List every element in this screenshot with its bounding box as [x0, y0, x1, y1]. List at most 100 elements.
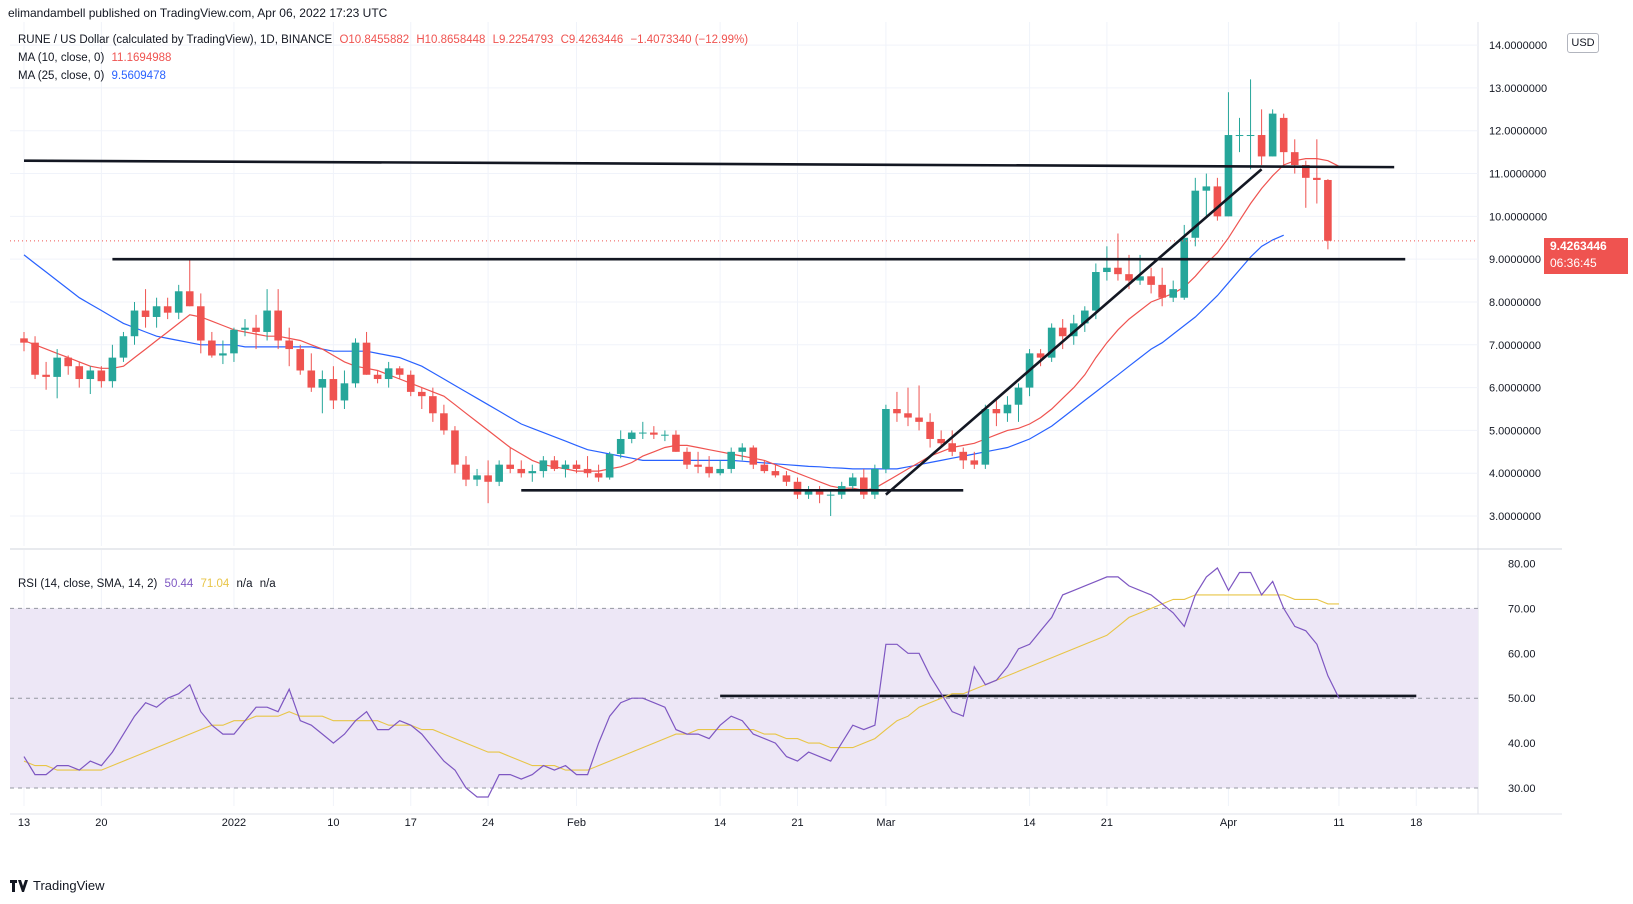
candle-body: [860, 477, 868, 495]
candle-body: [174, 291, 183, 313]
candle-body: [1014, 387, 1023, 405]
candle-body: [1224, 135, 1233, 217]
candle-body: [1246, 135, 1255, 137]
candle: [1081, 306, 1089, 332]
candle: [727, 447, 735, 474]
candle-body: [1191, 190, 1200, 238]
symbol-legend: RUNE / US Dollar (calculated by TradingV…: [18, 34, 752, 46]
candle: [141, 289, 150, 328]
rsi-na-2: n/a: [259, 578, 276, 590]
candle-body: [484, 475, 492, 482]
candle: [174, 284, 183, 320]
candle-body: [219, 353, 227, 356]
candle-body: [771, 471, 780, 476]
candle-body: [1180, 237, 1189, 298]
candle: [451, 426, 459, 474]
candle-body: [970, 460, 979, 465]
candle: [937, 430, 945, 448]
rsi-value: 50.44: [164, 578, 194, 590]
candle: [1092, 263, 1100, 320]
candle-body: [406, 374, 415, 392]
rsi-tick-label: 40.00: [1508, 738, 1536, 750]
candle: [130, 301, 139, 345]
price-tick-label: 3.0000000: [1489, 511, 1541, 523]
price-tick-label: 6.0000000: [1489, 383, 1541, 395]
candle-body: [561, 464, 570, 469]
tradingview-footer[interactable]: TradingView: [10, 878, 105, 893]
tradingview-logo-icon: [10, 879, 28, 892]
candle: [263, 289, 271, 341]
price-tick-label: 10.0000000: [1489, 211, 1547, 223]
time-tick-label: 18: [1410, 817, 1422, 829]
candle: [163, 297, 172, 320]
candles: [20, 79, 1332, 517]
candle-body: [197, 306, 205, 341]
candle: [64, 355, 72, 375]
candle-body: [1158, 284, 1166, 298]
candle: [572, 460, 581, 474]
candle: [1257, 109, 1266, 165]
candle: [639, 421, 647, 439]
ascending-trendline: [885, 168, 1263, 496]
candle-body: [462, 464, 470, 480]
candle: [848, 473, 857, 491]
candle-body: [473, 475, 481, 480]
candle-body: [616, 438, 625, 454]
candle: [904, 387, 912, 427]
candle: [119, 331, 128, 362]
candle-body: [506, 464, 514, 469]
candle-body: [1213, 186, 1222, 217]
candle-body: [1324, 179, 1332, 241]
candle: [506, 447, 514, 474]
candle-body: [760, 464, 769, 472]
candle-body: [1036, 353, 1045, 358]
candle-body: [1257, 135, 1266, 157]
candle-body: [130, 310, 139, 337]
candle-body: [1058, 327, 1067, 337]
symbol-name: RUNE / US Dollar (calculated by TradingV…: [18, 34, 333, 46]
last-price-tag: 9.4263446 06:36:45: [1544, 238, 1628, 274]
candle-body: [141, 310, 150, 317]
candle: [318, 370, 327, 414]
close-value: C9.4263446: [560, 34, 624, 46]
candle-body: [307, 370, 316, 388]
candle: [108, 344, 117, 388]
candle-body: [296, 349, 305, 371]
candle: [771, 464, 780, 478]
candle-body: [650, 432, 658, 435]
candle-body: [1047, 327, 1056, 358]
low-value: L9.2254793: [492, 34, 554, 46]
candle: [208, 331, 216, 358]
candle-body: [528, 471, 537, 474]
candle: [1246, 79, 1255, 170]
candle: [1158, 267, 1166, 307]
candle: [440, 404, 448, 435]
currency-button[interactable]: USD: [1567, 33, 1599, 53]
candle: [1213, 177, 1222, 221]
candle: [550, 456, 559, 472]
candle-body: [926, 421, 934, 439]
candle: [495, 460, 503, 487]
candle: [705, 456, 713, 478]
candle: [75, 361, 84, 388]
candle: [1235, 117, 1244, 153]
candle-body: [119, 336, 128, 358]
candle: [1103, 246, 1111, 281]
candle: [1003, 396, 1012, 422]
candle-body: [163, 306, 172, 313]
candle-body: [20, 338, 28, 343]
candle-body: [263, 310, 271, 332]
candle: [782, 471, 791, 487]
price-tick-label: 5.0000000: [1489, 425, 1541, 437]
last-price: 9.4263446: [1550, 239, 1607, 253]
candle-body: [749, 447, 758, 465]
candle: [1069, 314, 1078, 345]
candle-body: [937, 438, 945, 444]
candle-body: [1081, 310, 1089, 324]
candle: [1268, 109, 1277, 157]
candle-body: [42, 374, 50, 377]
high-value: H10.8658448: [416, 34, 486, 46]
candle-body: [351, 342, 360, 384]
candle: [716, 460, 724, 476]
